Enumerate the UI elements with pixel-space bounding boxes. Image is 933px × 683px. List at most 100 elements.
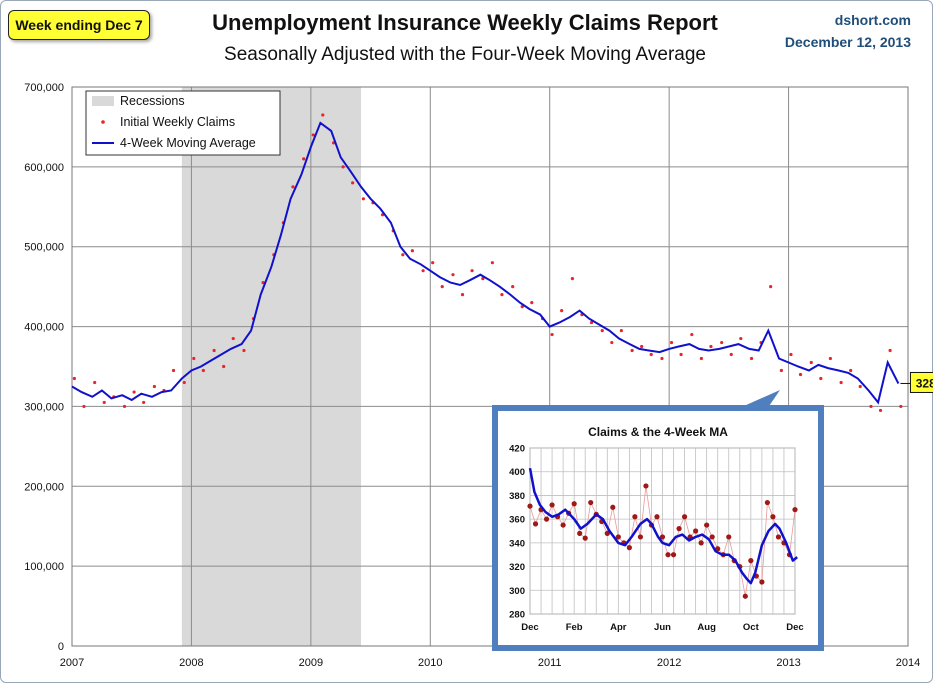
y-tick-label: 600,000 <box>24 162 64 174</box>
claims-point <box>351 181 355 185</box>
claims-point <box>421 269 425 273</box>
claims-point <box>828 356 832 361</box>
claims-point <box>440 285 444 289</box>
claims-point <box>222 364 226 369</box>
legend-swatch-recessions <box>92 96 114 106</box>
inset-y-tick-label: 280 <box>509 610 525 621</box>
inset-x-tick-label: Dec <box>786 622 803 633</box>
inset-claims-point <box>715 546 721 552</box>
y-tick-label: 0 <box>58 641 64 653</box>
claims-point <box>699 356 703 361</box>
inset-y-tick-label: 320 <box>509 562 525 573</box>
claims-point <box>321 113 325 117</box>
claims-point <box>341 165 345 169</box>
claims-point <box>242 348 246 353</box>
inset-claims-point <box>637 534 644 540</box>
claims-point <box>311 133 315 137</box>
claims-point <box>819 376 823 381</box>
inset-claims-point <box>681 514 688 520</box>
inset-claims-point <box>764 499 770 506</box>
claims-point <box>858 384 862 389</box>
inset-claims-point <box>698 540 704 546</box>
inset-y-tick-label: 400 <box>509 467 525 478</box>
claims-point <box>212 348 216 353</box>
claims-point <box>171 368 176 373</box>
inset-claims-point <box>704 522 710 528</box>
inset-claims-point <box>742 593 748 599</box>
claims-point <box>132 390 136 394</box>
claims-point <box>610 340 614 345</box>
claims-point <box>849 368 853 373</box>
claims-point <box>431 261 435 265</box>
inset-y-tick-label: 380 <box>509 491 525 502</box>
claims-point <box>729 352 733 357</box>
inset-y-tick-label: 420 <box>509 444 525 455</box>
inset-claims-point <box>643 483 649 489</box>
inset-claims-point <box>604 530 610 536</box>
inset-claims-point <box>775 534 782 540</box>
legend-label-moving-average: 4-Week Moving Average <box>120 136 256 150</box>
y-tick-label: 300,000 <box>24 401 64 413</box>
claims-point <box>769 285 773 289</box>
legend-label-claims: Initial Weekly Claims <box>120 115 235 129</box>
claims-point <box>600 328 604 333</box>
claims-point <box>302 157 306 161</box>
claims-point <box>679 352 683 357</box>
inset-claims-point <box>549 502 555 508</box>
inset-claims-point <box>665 552 671 558</box>
claims-point <box>649 352 653 357</box>
y-tick-label: 500,000 <box>24 242 64 254</box>
chart-subtitle: Seasonally Adjusted with the Four-Week M… <box>224 44 706 65</box>
legend-swatch-claims <box>101 120 105 124</box>
y-tick-label: 700,000 <box>24 82 64 94</box>
claims-point <box>589 320 594 325</box>
legend-label-recessions: Recessions <box>120 94 185 108</box>
x-tick-label: 2014 <box>896 657 920 669</box>
claims-point <box>560 309 564 313</box>
claims-point <box>361 197 366 201</box>
claims-point <box>231 336 235 341</box>
claims-point <box>410 249 414 253</box>
claims-point <box>720 340 724 345</box>
inset-claims-point <box>560 522 566 528</box>
chart-title: Unemployment Insurance Weekly Claims Rep… <box>212 10 718 35</box>
inset-x-tick-label: Oct <box>743 622 760 633</box>
claims-point <box>291 185 295 189</box>
inset-y-tick-label: 340 <box>509 538 525 549</box>
claims-point <box>201 368 205 373</box>
inset-x-tick-label: Aug <box>697 622 716 633</box>
claims-point <box>102 400 106 405</box>
inset-claims-point <box>709 534 715 540</box>
claims-point <box>500 293 504 297</box>
inset-x-tick-label: Dec <box>521 622 538 633</box>
x-tick-label: 2009 <box>299 657 323 669</box>
claims-point <box>530 301 534 305</box>
x-tick-label: 2013 <box>776 657 800 669</box>
report-date: December 12, 2013 <box>784 34 911 50</box>
claims-point <box>550 332 554 337</box>
inset-claims-point <box>654 514 660 520</box>
claims-point <box>749 356 754 361</box>
inset-claims-point <box>759 579 765 585</box>
x-tick-label: 2007 <box>60 657 84 669</box>
latest-value-label: 328,750 <box>916 376 933 390</box>
inset-claims-point <box>543 516 550 522</box>
claims-point <box>460 293 465 297</box>
claims-point <box>470 269 474 273</box>
inset-claims-point <box>615 534 621 540</box>
x-tick-label: 2008 <box>179 657 203 669</box>
x-tick-label: 2012 <box>657 657 681 669</box>
inset-claims-point <box>693 528 699 534</box>
claims-point <box>709 344 713 349</box>
inset-y-tick-label: 360 <box>509 515 525 526</box>
inset-claims-point <box>582 535 588 541</box>
claims-point <box>192 356 196 361</box>
inset-claims-point <box>527 503 533 509</box>
inset-claims-point <box>726 534 732 540</box>
claims-point <box>739 336 743 341</box>
y-tick-label: 400,000 <box>24 322 64 334</box>
legend-box <box>85 90 281 156</box>
inset-title: Claims & the 4-Week MA <box>588 425 728 439</box>
claims-point <box>809 360 813 365</box>
